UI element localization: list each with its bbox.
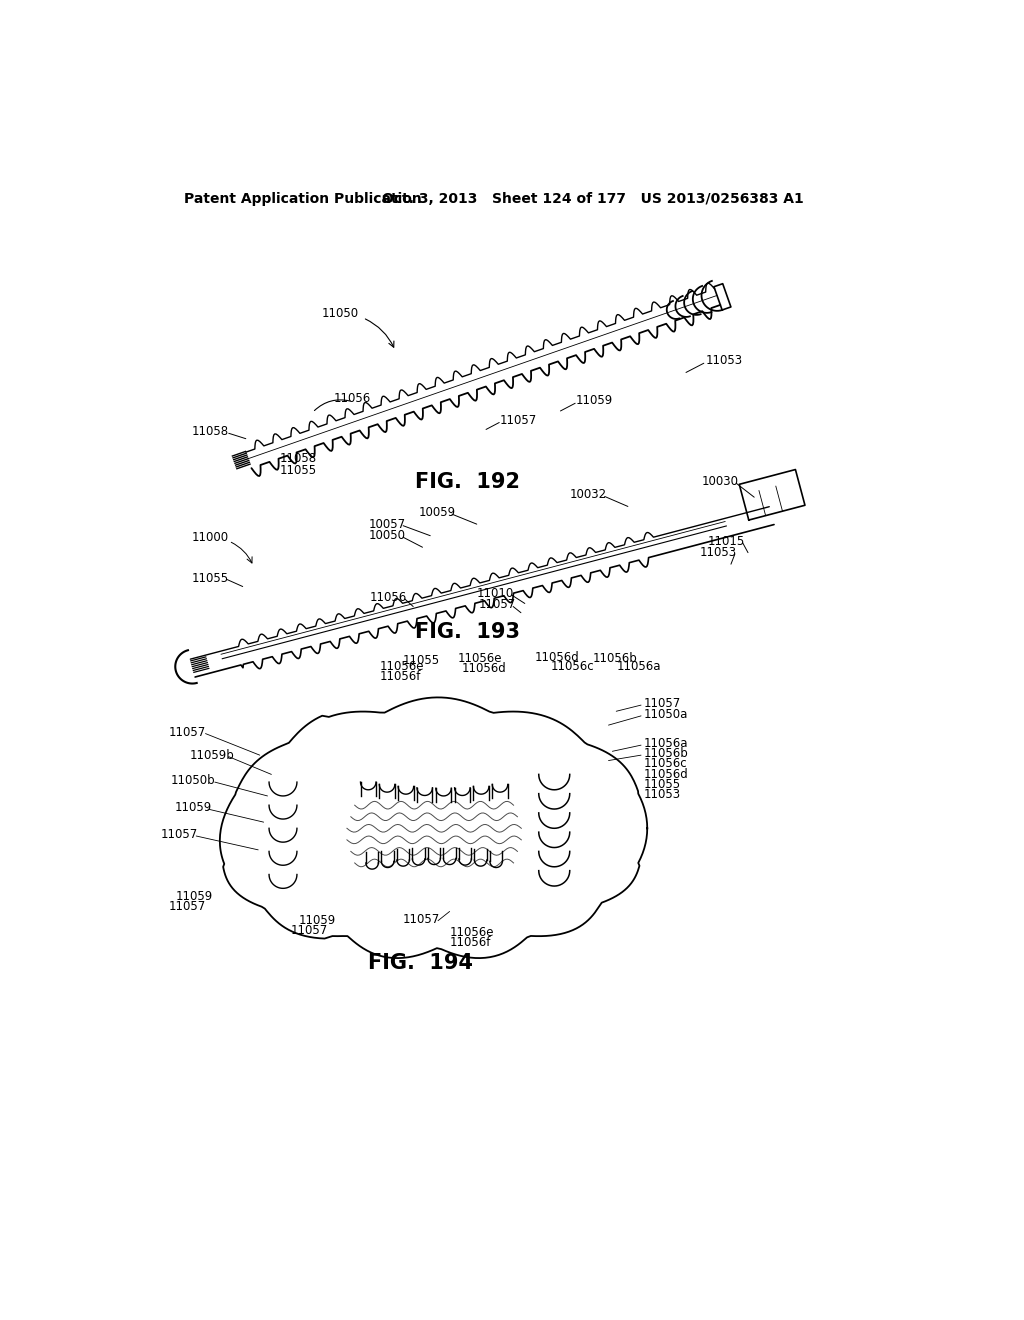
- Text: 10030: 10030: [701, 475, 738, 488]
- Text: 11058: 11058: [191, 425, 228, 438]
- Text: 11056a: 11056a: [616, 660, 660, 673]
- Text: 11056: 11056: [370, 591, 408, 603]
- Text: 11015: 11015: [708, 535, 744, 548]
- Text: 11055: 11055: [280, 463, 317, 477]
- Text: 11050a: 11050a: [643, 708, 688, 721]
- Text: Patent Application Publication: Patent Application Publication: [183, 193, 422, 206]
- Text: 10050: 10050: [369, 529, 406, 543]
- Text: 11057: 11057: [643, 697, 681, 710]
- Text: 11056f: 11056f: [380, 671, 421, 684]
- Text: 11000: 11000: [191, 531, 228, 544]
- Text: 11056d: 11056d: [461, 661, 506, 675]
- Text: 11057: 11057: [168, 899, 206, 912]
- Text: 11056e: 11056e: [380, 660, 424, 673]
- Text: 10057: 10057: [369, 517, 406, 531]
- Text: 11059: 11059: [299, 915, 336, 927]
- Text: 11056d: 11056d: [535, 651, 580, 664]
- Text: 11057: 11057: [478, 598, 515, 611]
- Text: Oct. 3, 2013   Sheet 124 of 177   US 2013/0256383 A1: Oct. 3, 2013 Sheet 124 of 177 US 2013/02…: [382, 193, 804, 206]
- Text: 11053: 11053: [643, 788, 681, 801]
- Text: 11055: 11055: [191, 572, 228, 585]
- Text: 11055: 11055: [643, 777, 681, 791]
- Text: 11057: 11057: [161, 828, 198, 841]
- Text: 11056d: 11056d: [643, 768, 688, 781]
- Text: FIG.  193: FIG. 193: [415, 622, 520, 642]
- Text: 11053: 11053: [700, 546, 737, 560]
- Text: 11057: 11057: [403, 912, 440, 925]
- Text: 11057: 11057: [291, 924, 328, 937]
- Text: 11056b: 11056b: [643, 747, 688, 760]
- Text: 11059: 11059: [176, 890, 213, 903]
- Text: 11050: 11050: [322, 308, 358, 321]
- Text: 11059: 11059: [174, 801, 212, 814]
- Text: 11059: 11059: [575, 395, 613, 408]
- Text: 10032: 10032: [569, 488, 607, 502]
- Text: 11010: 11010: [477, 587, 514, 601]
- Text: 11056c: 11056c: [643, 758, 687, 770]
- Text: FIG.  194: FIG. 194: [369, 953, 473, 973]
- Text: FIG.  192: FIG. 192: [415, 471, 520, 492]
- Text: 11056c: 11056c: [550, 660, 594, 673]
- Text: 11055: 11055: [403, 653, 440, 667]
- Text: 11056: 11056: [334, 392, 372, 405]
- Text: 11056b: 11056b: [593, 652, 638, 665]
- Text: 11050b: 11050b: [171, 774, 215, 787]
- Text: 11053: 11053: [706, 354, 742, 367]
- Text: 10059: 10059: [419, 506, 456, 519]
- Text: 11057: 11057: [500, 413, 538, 426]
- Text: 11056f: 11056f: [450, 936, 490, 949]
- Text: 11059b: 11059b: [190, 748, 234, 762]
- Text: 11056e: 11056e: [458, 652, 502, 665]
- Text: 11057: 11057: [168, 726, 206, 739]
- Text: 11056e: 11056e: [450, 925, 495, 939]
- Text: 11056a: 11056a: [643, 737, 688, 750]
- Text: 11058: 11058: [280, 453, 317, 465]
